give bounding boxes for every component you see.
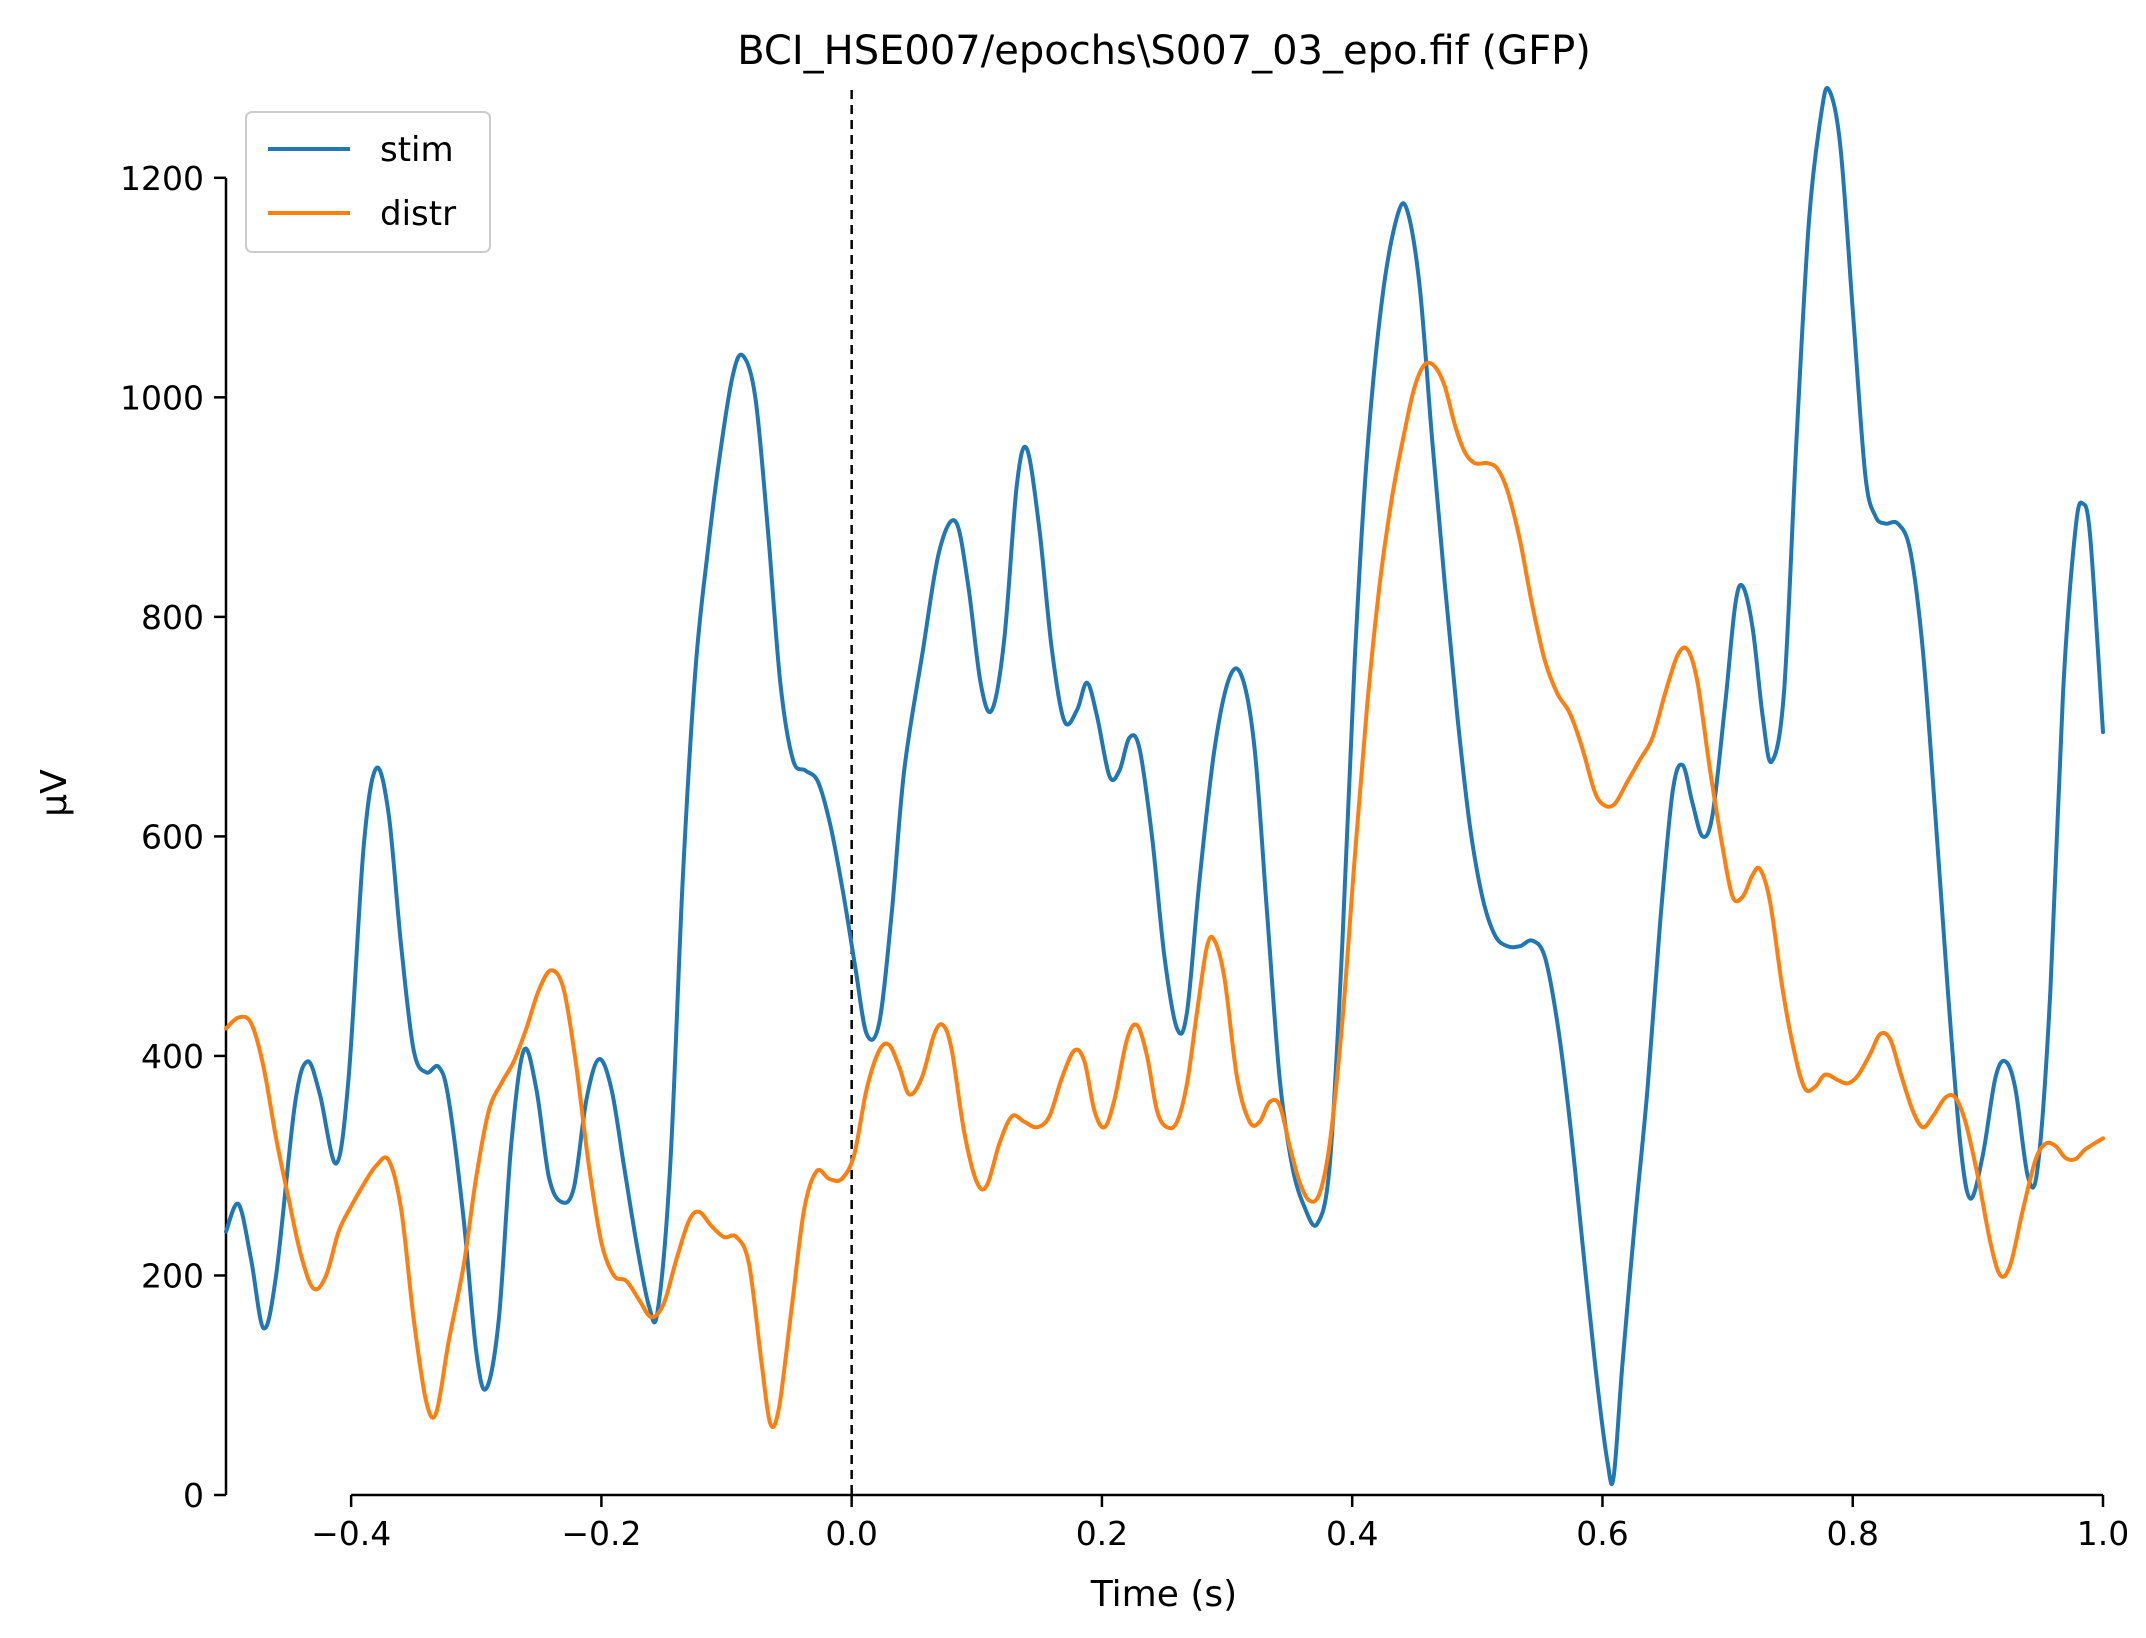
legend-label-stim: stim bbox=[380, 130, 454, 170]
legend-label-distr: distr bbox=[380, 194, 456, 234]
x-tick-label: 0.8 bbox=[1826, 1514, 1878, 1553]
x-tick-label: 0.2 bbox=[1076, 1514, 1128, 1553]
x-axis-label: Time (s) bbox=[1090, 1574, 1237, 1615]
series-line-distr bbox=[224, 360, 2105, 1429]
y-tick-label: 1200 bbox=[120, 159, 204, 198]
x-tick-label: 0.4 bbox=[1326, 1514, 1378, 1553]
x-tick-label: 0.0 bbox=[825, 1514, 877, 1553]
y-tick-label: 0 bbox=[183, 1476, 204, 1515]
x-tick-label: −0.2 bbox=[561, 1514, 641, 1553]
x-tick-label: 1.0 bbox=[2077, 1514, 2129, 1553]
series-layer bbox=[224, 86, 2105, 1487]
y-axis: 0 200 400 600 800 1000 1200 bbox=[120, 159, 228, 1515]
y-tick-label: 600 bbox=[141, 817, 204, 856]
y-axis-ticks: 0 200 400 600 800 1000 1200 bbox=[120, 159, 226, 1515]
y-tick-label: 400 bbox=[141, 1037, 204, 1076]
x-axis-ticks: −0.4 −0.2 0.0 0.2 0.4 0.6 0.8 1.0 bbox=[311, 1495, 2129, 1553]
y-tick-label: 800 bbox=[141, 598, 204, 637]
series-line-stim bbox=[224, 86, 2105, 1487]
x-tick-label: 0.6 bbox=[1576, 1514, 1628, 1553]
chart-title: BCI_HSE007/epochs\S007_03_epo.fif (GFP) bbox=[737, 28, 1591, 74]
y-tick-label: 200 bbox=[141, 1256, 204, 1295]
legend: stim distr bbox=[245, 111, 491, 253]
y-tick-label: 1000 bbox=[120, 378, 204, 417]
y-axis-label: µV bbox=[34, 769, 75, 817]
x-tick-label: −0.4 bbox=[311, 1514, 391, 1553]
x-axis: −0.4 −0.2 0.0 0.2 0.4 0.6 0.8 1.0 bbox=[311, 1493, 2129, 1553]
